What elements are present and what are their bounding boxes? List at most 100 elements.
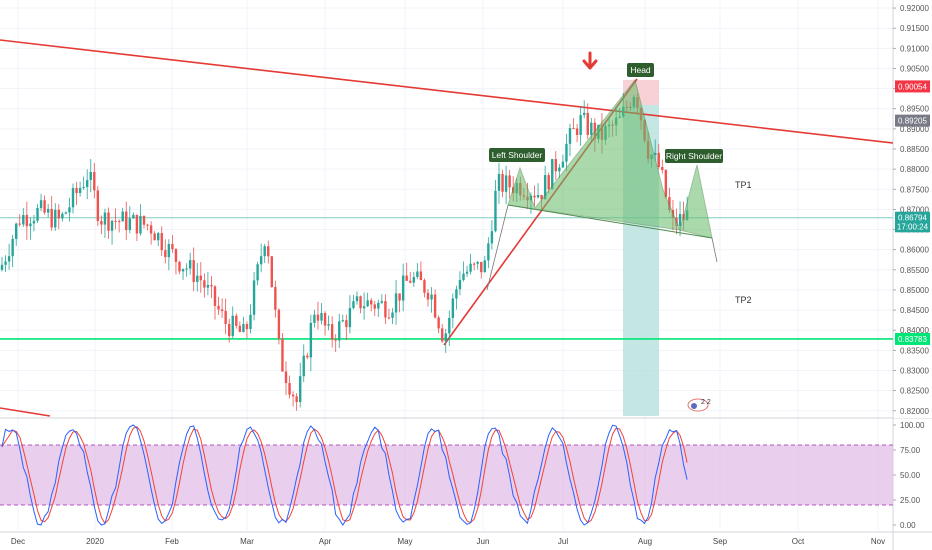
price-tick-1: 0.91500 [900, 24, 929, 33]
time-tick-2: Feb [165, 537, 179, 546]
candle-51 [181, 268, 185, 280]
candle-134 [476, 260, 479, 270]
candle-21 [75, 181, 78, 205]
price-tick-0: 0.92000 [900, 4, 929, 13]
candle-38 [135, 214, 139, 242]
candle-108 [384, 294, 387, 324]
time-tick-1: 2020 [86, 537, 104, 546]
candle-121 [430, 287, 433, 313]
stochastic-pane [0, 424, 893, 526]
price-badge-4: 0.83783 [895, 332, 930, 345]
price-tick-14: 0.85000 [900, 286, 929, 295]
candle-123 [437, 315, 440, 334]
candle-164 [583, 100, 586, 119]
candle-82 [291, 391, 295, 407]
price-tick-2: 0.91000 [900, 44, 929, 53]
price-axis[interactable]: 0.920000.915000.910000.905000.900000.895… [893, 0, 932, 418]
price-tick-13: 0.85500 [900, 266, 929, 275]
candle-23 [82, 176, 85, 190]
candle-103 [366, 292, 369, 308]
right-shoulder-label[interactable]: Right Shoulder [665, 149, 723, 163]
candle-143 [508, 170, 511, 199]
candle-44 [157, 231, 160, 246]
candle-104 [370, 298, 373, 312]
stoch-tick-2: 50.00 [900, 471, 921, 480]
time-tick-8: Aug [638, 537, 652, 546]
stoch-tick-4: 0.00 [900, 521, 916, 530]
left-shoulder-label[interactable]: Left Shoulder [489, 148, 545, 162]
candle-97 [345, 314, 348, 341]
entry-line [486, 204, 509, 291]
candle-140 [497, 162, 501, 204]
candle-158 [561, 154, 565, 168]
candle-6 [22, 208, 25, 228]
price-tick-17: 0.83500 [900, 346, 929, 355]
candle-131 [465, 265, 469, 277]
price-tick-20: 0.82000 [900, 407, 929, 416]
stochastic-axis[interactable]: 100.00 75.00 50.00 25.00 0.00 [893, 419, 932, 531]
time-tick-7: Jul [558, 537, 568, 546]
candle-24 [86, 169, 89, 200]
svg-text:2 2: 2 2 [701, 399, 711, 406]
candle-22 [78, 181, 82, 197]
candle-163 [579, 106, 582, 146]
candle-156 [554, 151, 557, 180]
candle-91 [323, 311, 327, 336]
candle-106 [377, 299, 380, 317]
candle-114 [405, 262, 408, 282]
candle-59 [210, 275, 213, 299]
event-marker-icon[interactable]: 2 2 [687, 398, 711, 412]
projection-line [711, 237, 718, 263]
time-tick-3: Mar [240, 537, 254, 546]
candle-150 [533, 185, 536, 207]
candle-187 [664, 169, 668, 199]
candle-49 [174, 248, 178, 275]
time-tick-4: Apr [319, 537, 332, 546]
candle-39 [139, 204, 142, 236]
candle-29 [103, 208, 107, 239]
candle-34 [121, 207, 124, 222]
candle-54 [192, 247, 195, 292]
stoch-tick-1: 75.00 [900, 446, 921, 455]
candle-136 [483, 255, 486, 273]
candle-63 [224, 298, 227, 335]
candle-105 [373, 301, 376, 316]
time-axis[interactable]: Dec 2020 Feb Mar Apr May Jun Jul Aug Sep Oct Nov [11, 537, 885, 546]
time-tick-0: Dec [11, 537, 25, 546]
candle-162 [575, 123, 579, 143]
candle-64 [228, 318, 231, 343]
upper-trendline [0, 39, 894, 144]
candle-62 [220, 298, 224, 319]
candle-31 [110, 219, 114, 245]
candle-7 [25, 201, 29, 240]
candle-61 [217, 296, 220, 315]
candle-28 [100, 215, 103, 235]
price-tick-6: 0.89000 [900, 125, 929, 134]
price-tick-7: 0.88500 [900, 145, 929, 154]
candle-111 [394, 279, 398, 325]
candle-71 [252, 271, 256, 321]
candle-83 [295, 393, 298, 411]
price-badge-3: 17:00:24 [895, 220, 930, 233]
candle-27 [96, 185, 100, 227]
candle-99 [352, 294, 355, 310]
price-tick-8: 0.88000 [900, 165, 929, 174]
price-tick-9: 0.87500 [900, 185, 929, 194]
stoch-band [0, 445, 893, 505]
right-shoulder-fill [679, 164, 713, 239]
candle-185 [657, 143, 660, 170]
candle-66 [235, 313, 238, 329]
candles [0, 92, 689, 411]
candle-151 [536, 183, 540, 199]
svg-text:0.86794: 0.86794 [898, 214, 927, 223]
candle-88 [313, 309, 316, 328]
candle-68 [242, 316, 245, 333]
candle-86 [306, 352, 309, 360]
candle-47 [167, 239, 171, 271]
candle-125 [444, 328, 447, 353]
head-label-text: Head [630, 65, 651, 75]
candle-119 [423, 278, 426, 298]
head-label[interactable]: Head [627, 63, 654, 77]
candle-159 [565, 133, 568, 172]
